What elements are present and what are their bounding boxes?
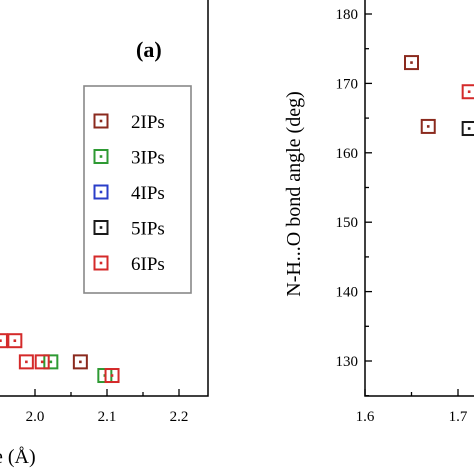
marker-square xyxy=(404,55,419,71)
plot-frame-b xyxy=(364,0,474,397)
marker-dot xyxy=(0,339,2,342)
x-tick-label-a: 2.2 xyxy=(170,409,189,425)
data-point xyxy=(104,368,120,384)
legend-entry: 2IPs xyxy=(93,112,165,133)
marker-square xyxy=(43,354,59,370)
legend: 2IPs 3IPs 4IPs 5IPs 6IPs xyxy=(83,85,192,294)
x-tick-label-a: 2.1 xyxy=(98,409,117,425)
legend-entry: 3IPs xyxy=(93,148,165,169)
data-point xyxy=(43,354,59,370)
y-axis-ticks-b xyxy=(365,13,372,397)
x-axis-ticks-a xyxy=(34,389,180,396)
x-tick-label-b: 1.6 xyxy=(356,409,375,425)
legend-marker xyxy=(93,113,109,129)
marker-dot xyxy=(25,360,28,364)
marker-dot xyxy=(467,127,471,130)
legend-entry: 5IPs xyxy=(93,219,165,240)
marker-dot xyxy=(467,90,471,94)
data-point xyxy=(18,354,34,370)
data-point xyxy=(72,354,88,370)
marker-square xyxy=(93,184,109,200)
marker-square xyxy=(461,84,474,100)
marker-dot xyxy=(99,261,103,265)
x-tick-label-a: 2.0 xyxy=(26,409,45,425)
marker-dot xyxy=(99,226,103,229)
legend-marker xyxy=(93,220,109,235)
y-tick-label-b: 130 xyxy=(336,354,359,370)
y-axis-label-b: N-H...O bond angle (deg) xyxy=(283,91,305,297)
marker-square xyxy=(93,113,109,129)
marker-square xyxy=(7,333,23,349)
marker-dot xyxy=(99,119,103,123)
data-point xyxy=(7,333,23,349)
y-tick-label-b: 170 xyxy=(336,76,359,92)
legend-entry: 4IPs xyxy=(93,183,165,204)
data-point xyxy=(404,55,419,71)
data-points-b xyxy=(404,55,474,137)
x-axis-label-a: e (Å) xyxy=(0,446,36,468)
data-point xyxy=(461,84,474,100)
marker-square xyxy=(93,255,109,271)
legend-label: 2IPs xyxy=(131,112,165,133)
marker-square xyxy=(461,121,474,137)
marker-dot xyxy=(110,374,114,377)
marker-square xyxy=(420,118,436,134)
marker-square xyxy=(93,149,109,164)
marker-square xyxy=(34,354,50,370)
data-points-a xyxy=(0,333,120,384)
marker-dot xyxy=(79,360,82,364)
marker-dot xyxy=(426,125,430,128)
marker-square xyxy=(72,354,88,370)
marker-square xyxy=(93,220,109,235)
marker-dot xyxy=(99,190,103,194)
y-tick-label-b: 180 xyxy=(336,7,359,23)
panel-a: 2.0 2.1 2.2 e (Å) (a) 2IPs 3IPs 4IPs 5IPs 6IPs xyxy=(0,0,209,468)
legend-marker xyxy=(93,149,109,164)
legend-label: 4IPs xyxy=(131,183,165,204)
data-point xyxy=(34,354,50,370)
marker-square xyxy=(104,368,120,384)
marker-dot xyxy=(40,360,44,364)
marker-dot xyxy=(99,155,103,158)
y-tick-label-b: 150 xyxy=(336,215,359,231)
data-point xyxy=(420,118,436,134)
legend-marker xyxy=(93,184,109,200)
panel-label-a: (a) xyxy=(136,37,162,62)
panel-b: 1.6 1.7 130 140 150 160 170 180 N-H...O bond ang… xyxy=(283,0,474,425)
marker-dot xyxy=(13,339,17,342)
y-tick-label-b: 160 xyxy=(336,146,359,162)
legend-entry: 6IPs xyxy=(93,254,165,275)
x-tick-label-b: 1.7 xyxy=(449,409,468,425)
legend-label: 6IPs xyxy=(131,254,165,275)
marker-square xyxy=(0,333,8,349)
marker-dot xyxy=(410,61,413,64)
legend-label: 3IPs xyxy=(131,148,165,169)
y-tick-label-b: 140 xyxy=(336,285,359,301)
legend-label: 5IPs xyxy=(131,219,165,240)
marker-square xyxy=(18,354,34,370)
plot-frame-a xyxy=(0,0,209,397)
data-point xyxy=(461,121,474,137)
data-point xyxy=(0,333,8,349)
legend-marker xyxy=(93,255,109,271)
x-axis-ticks-b xyxy=(364,389,459,396)
marker-dot xyxy=(49,360,53,364)
